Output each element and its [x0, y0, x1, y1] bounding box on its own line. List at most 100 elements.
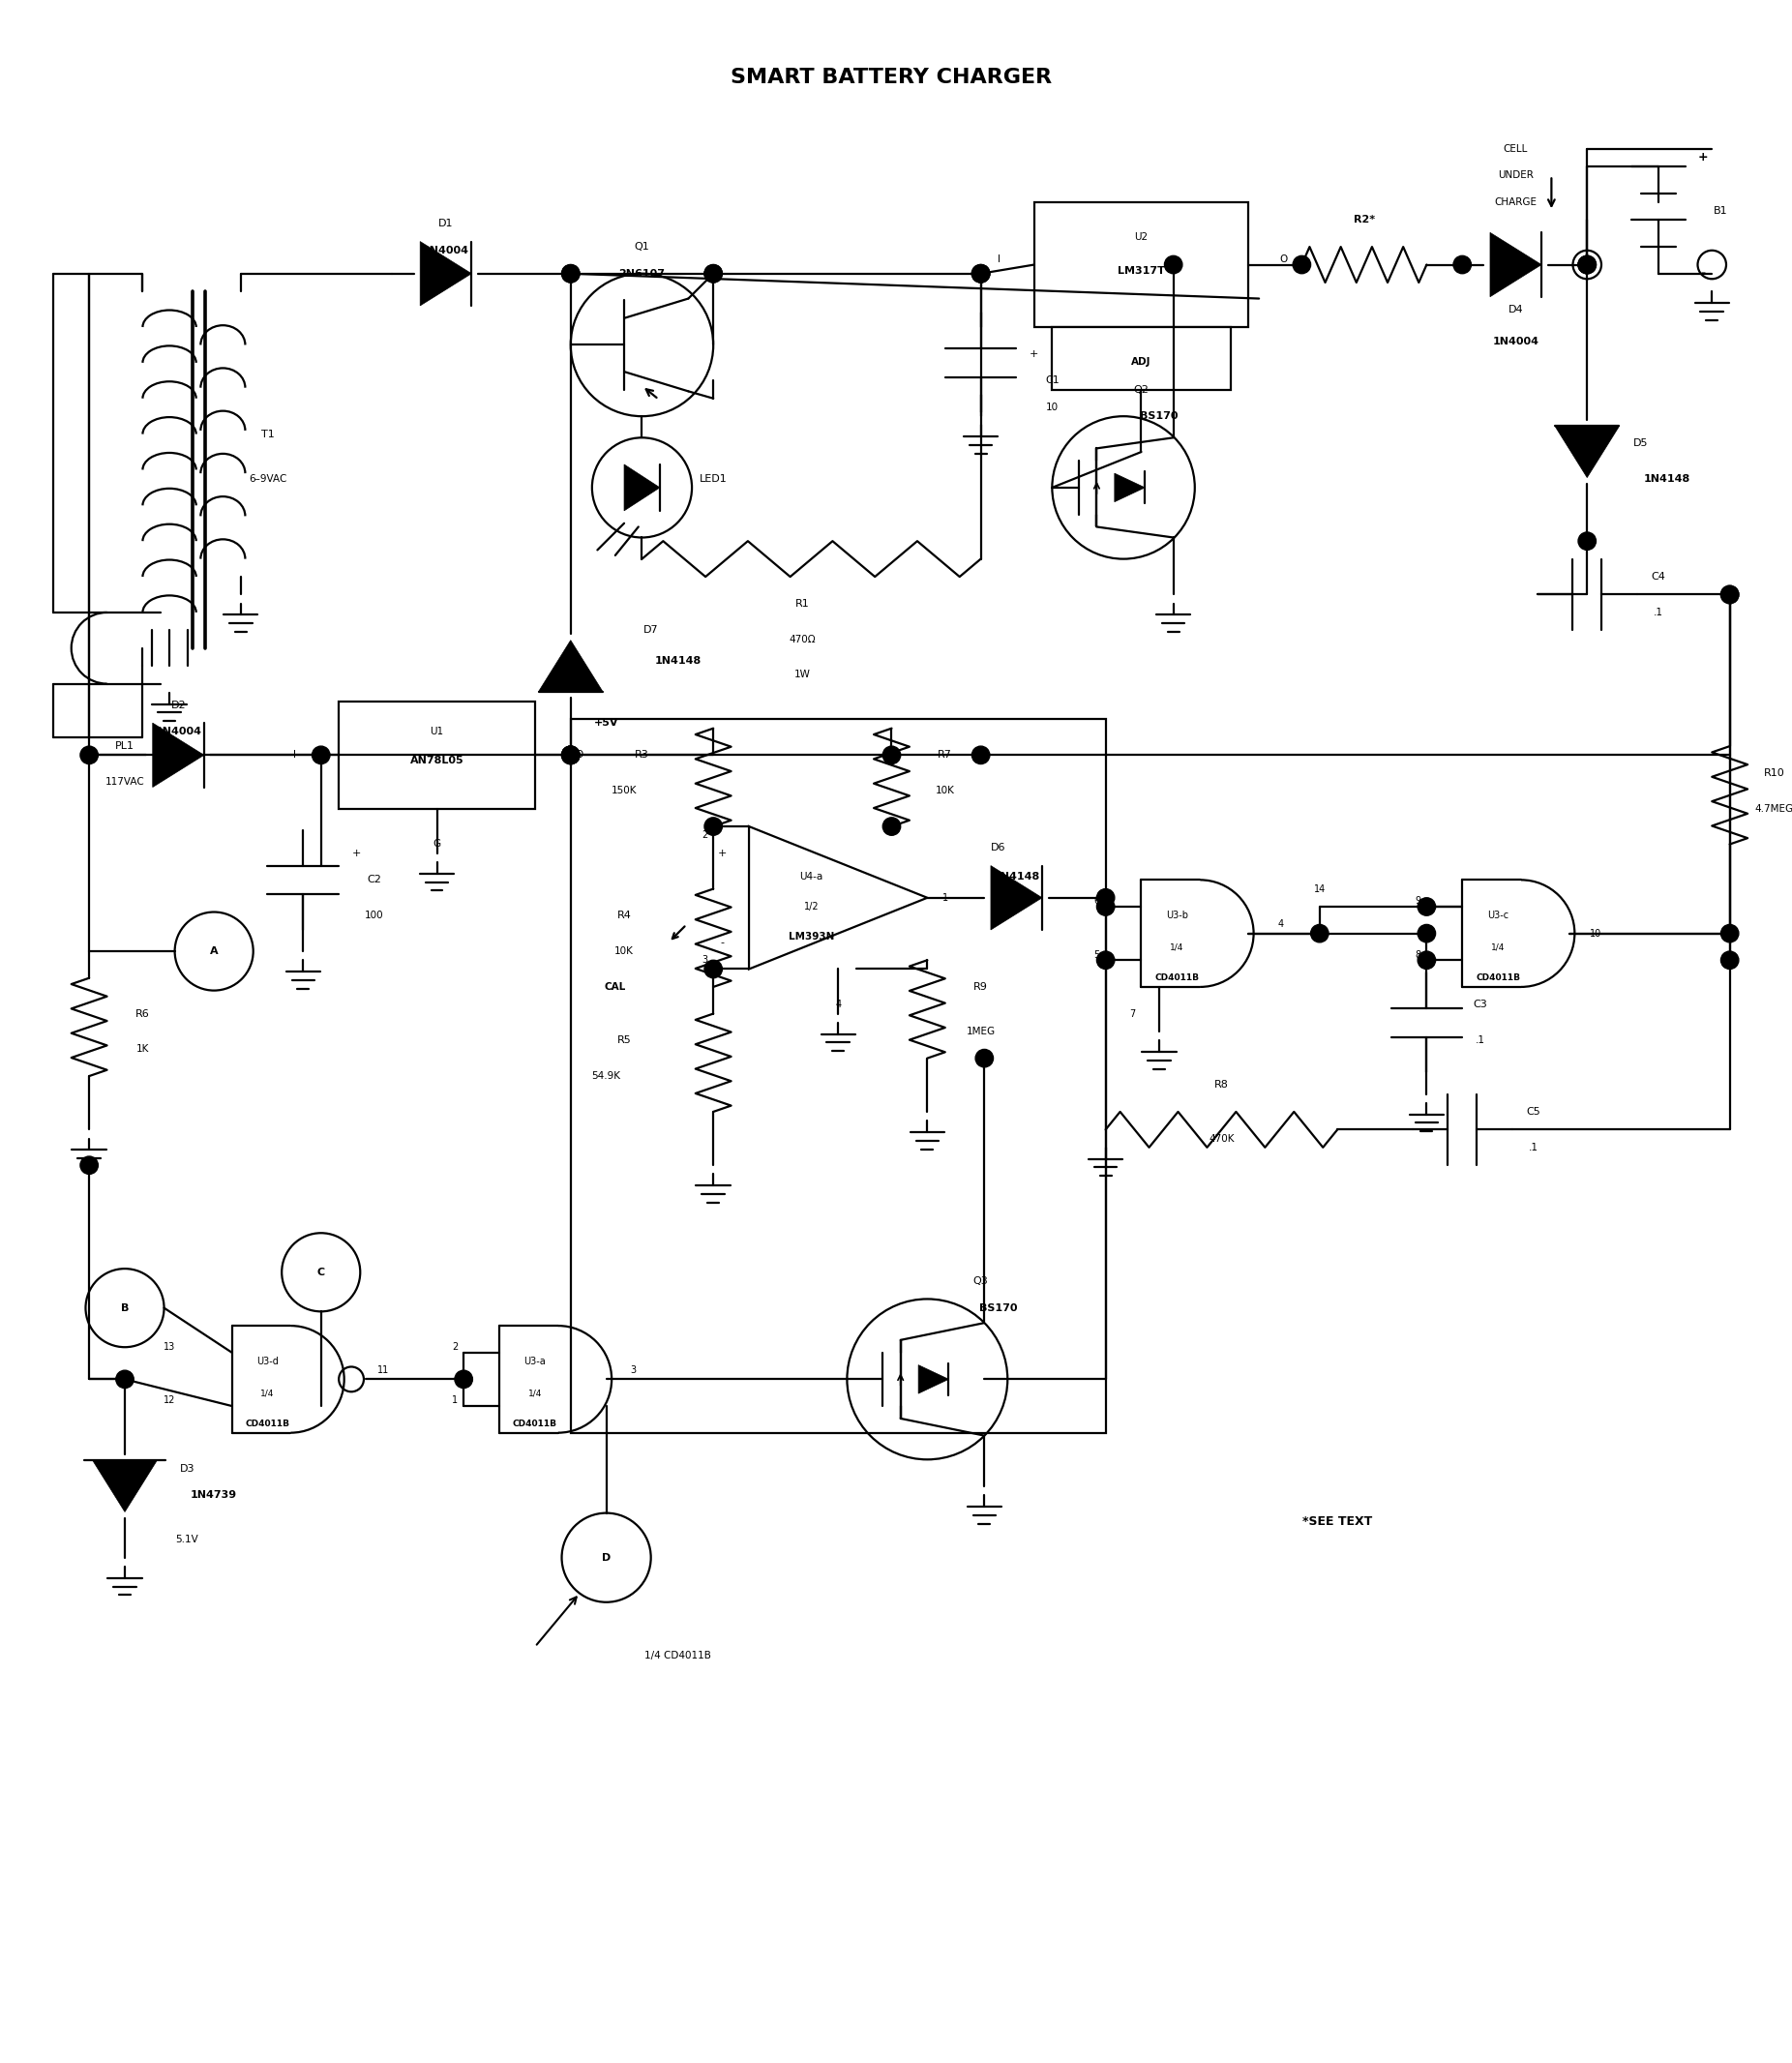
- Text: C3: C3: [1473, 1001, 1487, 1009]
- Text: 13: 13: [163, 1343, 176, 1351]
- Text: D4: D4: [1509, 305, 1523, 314]
- Text: UNDER: UNDER: [1498, 171, 1534, 179]
- Circle shape: [561, 264, 579, 283]
- Text: 100: 100: [366, 910, 383, 920]
- Text: 1N4004: 1N4004: [1493, 336, 1539, 347]
- Text: 5: 5: [1093, 949, 1100, 959]
- Circle shape: [704, 264, 722, 283]
- Text: A: A: [210, 947, 219, 955]
- Circle shape: [1453, 256, 1471, 274]
- Text: +: +: [717, 848, 728, 858]
- Polygon shape: [1115, 472, 1145, 501]
- Text: 3: 3: [701, 955, 708, 965]
- Circle shape: [561, 264, 579, 283]
- Text: 11: 11: [378, 1366, 389, 1376]
- Circle shape: [1097, 897, 1115, 916]
- Text: 10K: 10K: [615, 947, 634, 955]
- Text: -: -: [720, 937, 724, 947]
- Text: U3-c: U3-c: [1487, 910, 1509, 920]
- Text: R2*: R2*: [1353, 215, 1374, 225]
- Text: U1: U1: [430, 726, 444, 736]
- Text: C2: C2: [367, 875, 382, 885]
- Circle shape: [1417, 924, 1435, 943]
- Text: LM393N: LM393N: [788, 932, 835, 943]
- Text: 1K: 1K: [136, 1044, 149, 1054]
- Polygon shape: [539, 640, 602, 691]
- Text: Q3: Q3: [973, 1277, 989, 1285]
- Text: 4: 4: [1278, 920, 1283, 928]
- Text: PL1: PL1: [115, 741, 134, 751]
- Circle shape: [81, 747, 99, 763]
- Text: R6: R6: [136, 1009, 151, 1019]
- Text: 7: 7: [1129, 1009, 1136, 1019]
- Text: U3-b: U3-b: [1167, 910, 1188, 920]
- Circle shape: [1310, 924, 1328, 943]
- Text: .1: .1: [1654, 609, 1663, 617]
- Circle shape: [561, 747, 579, 763]
- Text: R4: R4: [616, 910, 631, 920]
- Circle shape: [704, 264, 722, 283]
- Text: CHARGE: CHARGE: [1495, 198, 1538, 206]
- Circle shape: [81, 1157, 99, 1174]
- Text: D5: D5: [1633, 437, 1649, 448]
- Circle shape: [1579, 532, 1597, 551]
- Text: 1N4004: 1N4004: [423, 245, 470, 256]
- Circle shape: [971, 264, 989, 283]
- Polygon shape: [918, 1366, 948, 1393]
- Text: +: +: [351, 848, 362, 858]
- Text: R10: R10: [1763, 767, 1785, 778]
- Text: 4.7MEG: 4.7MEG: [1754, 805, 1792, 813]
- Text: 10K: 10K: [935, 786, 955, 796]
- Circle shape: [883, 747, 901, 763]
- Text: AN78L05: AN78L05: [410, 755, 464, 765]
- Circle shape: [1292, 256, 1310, 274]
- Text: BS170: BS170: [1140, 411, 1177, 421]
- Text: C: C: [317, 1267, 324, 1277]
- Text: U3-a: U3-a: [523, 1357, 547, 1366]
- Text: Q1: Q1: [634, 241, 649, 252]
- Text: LM317T: LM317T: [1118, 266, 1165, 276]
- Circle shape: [1720, 586, 1738, 604]
- Circle shape: [1720, 586, 1738, 604]
- Text: 2N6107: 2N6107: [618, 268, 665, 279]
- Text: 1N4148: 1N4148: [654, 656, 701, 666]
- Circle shape: [971, 747, 989, 763]
- Text: U3-d: U3-d: [256, 1357, 278, 1366]
- Text: B: B: [120, 1304, 129, 1312]
- Circle shape: [971, 264, 989, 283]
- Text: 1: 1: [452, 1397, 457, 1405]
- Text: 150K: 150K: [611, 786, 636, 796]
- Text: 10: 10: [1590, 928, 1602, 939]
- Circle shape: [1417, 897, 1435, 916]
- Text: 2: 2: [452, 1343, 457, 1351]
- Text: 1/4: 1/4: [529, 1388, 541, 1399]
- Polygon shape: [991, 866, 1043, 930]
- Circle shape: [1579, 256, 1597, 274]
- Polygon shape: [419, 241, 471, 305]
- Polygon shape: [1491, 233, 1541, 297]
- Text: 470K: 470K: [1210, 1135, 1235, 1143]
- Circle shape: [975, 1050, 993, 1067]
- Text: CD4011B: CD4011B: [513, 1419, 557, 1428]
- Text: R5: R5: [616, 1036, 631, 1046]
- Text: 14: 14: [1314, 885, 1326, 893]
- Text: LED1: LED1: [699, 474, 728, 483]
- Text: C4: C4: [1650, 571, 1665, 582]
- Text: 8: 8: [1414, 949, 1421, 959]
- Text: CD4011B: CD4011B: [246, 1419, 290, 1428]
- Text: 6–9VAC: 6–9VAC: [249, 474, 287, 483]
- Text: CD4011B: CD4011B: [1475, 974, 1520, 982]
- Text: R7: R7: [937, 751, 952, 759]
- Text: R8: R8: [1215, 1081, 1229, 1089]
- Text: 1/4 CD4011B: 1/4 CD4011B: [645, 1650, 711, 1661]
- Circle shape: [561, 747, 579, 763]
- Circle shape: [561, 747, 579, 763]
- Text: BS170: BS170: [980, 1304, 1018, 1312]
- Text: 10: 10: [1047, 402, 1059, 413]
- Circle shape: [704, 959, 722, 978]
- Text: 1/4: 1/4: [260, 1388, 274, 1399]
- Bar: [339, 701, 536, 809]
- Text: D7: D7: [643, 625, 658, 635]
- Text: U4-a: U4-a: [799, 871, 823, 881]
- Text: T1: T1: [262, 429, 274, 439]
